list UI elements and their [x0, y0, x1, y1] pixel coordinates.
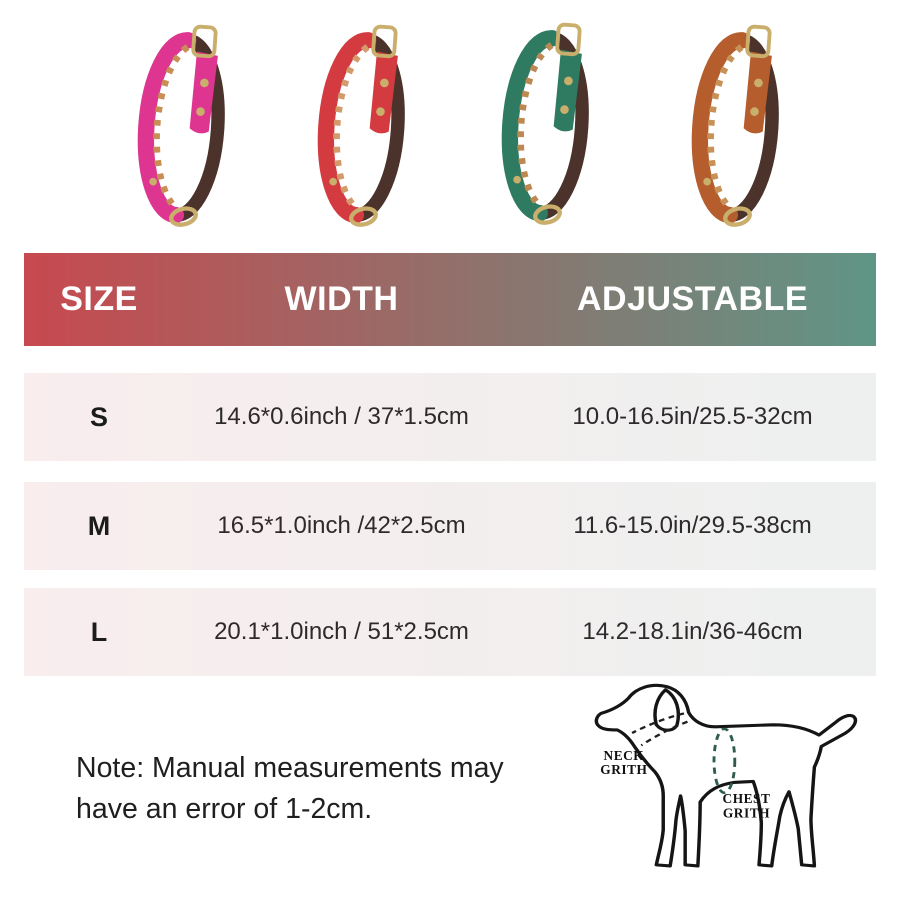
size-table-header: SIZE WIDTH ADJUSTABLE — [24, 253, 876, 346]
neck-girth-label-2: GRITH — [600, 762, 647, 777]
chest-girth-label: CHEST — [723, 791, 771, 806]
collar-braid-pattern — [153, 44, 190, 211]
collar-dring — [533, 204, 562, 225]
collar-image-brown — [691, 24, 779, 227]
neck-girth-label: NECK — [604, 748, 645, 763]
size-cell: L — [90, 616, 108, 647]
collar-stud-icon — [703, 177, 711, 186]
collar-braid-pattern — [517, 42, 554, 209]
dog-outline — [594, 683, 858, 868]
adjustable-cell: 14.2-18.1in/36-46cm — [582, 618, 803, 645]
note-line-2: have an error of 1-2cm. — [76, 793, 373, 825]
collar-stud-icon — [329, 177, 337, 186]
collar-braid-pattern — [333, 44, 370, 211]
collar-image-pink — [137, 24, 225, 227]
size-cell: S — [89, 401, 108, 432]
table-row-s: S 14.6*0.6inch / 37*1.5cm 10.0-16.5in/25… — [24, 373, 876, 461]
measurement-note: Note: Manual measurements may have an er… — [76, 748, 504, 830]
collar-stud-icon — [750, 107, 759, 116]
collar-buckle — [555, 22, 582, 57]
collar-stud-icon — [754, 78, 763, 88]
width-cell: 16.5*1.0inch /42*2.5cm — [217, 512, 466, 539]
collar-image-red — [317, 24, 405, 227]
collar-stud-icon — [380, 78, 389, 88]
collar-dring — [723, 206, 752, 227]
collar-image-green — [501, 22, 589, 225]
dog-outline-group — [594, 683, 858, 868]
note-line-1: Note: Manual measurements may — [76, 752, 504, 784]
collar-strap-front — [691, 32, 751, 224]
size-cell: M — [87, 510, 111, 541]
chest-girth-dashes — [712, 727, 737, 795]
collar-stud-icon — [196, 107, 205, 116]
neck-girth-dashes — [631, 712, 688, 747]
collar-stud-icon — [149, 177, 157, 186]
width-cell: 14.6*0.6inch / 37*1.5cm — [214, 403, 469, 430]
header-size: SIZE — [60, 280, 138, 318]
collar-buckle — [371, 24, 398, 59]
collar-braid-pattern — [707, 44, 744, 211]
collar-stud-icon — [200, 78, 209, 88]
width-cell: 20.1*1.0inch / 51*2.5cm — [214, 618, 469, 645]
adjustable-cell: 10.0-16.5in/25.5-32cm — [572, 403, 813, 430]
collar-strap-front — [501, 30, 561, 222]
collar-stud-icon — [564, 76, 573, 86]
collar-buckle — [745, 24, 772, 59]
header-adjustable: ADJUSTABLE — [576, 280, 809, 318]
collar-dring — [169, 206, 198, 227]
table-row-l: L 20.1*1.0inch / 51*2.5cm 14.2-18.1in/36… — [24, 588, 876, 676]
collar-stud-icon — [376, 107, 385, 116]
dog-measurement-diagram: NECK GRITH CHEST GRITH — [594, 683, 858, 868]
collar-strap-front — [137, 32, 197, 224]
collar-stud-icon — [513, 175, 521, 184]
collar-stud-icon — [560, 105, 569, 114]
collar-buckle — [191, 24, 218, 59]
collar-dring — [349, 206, 378, 227]
collar-strap-front — [317, 32, 377, 224]
adjustable-cell: 11.6-15.0in/29.5-38cm — [573, 512, 812, 539]
table-row-m: M 16.5*1.0inch /42*2.5cm 11.6-15.0in/29.… — [24, 482, 876, 570]
header-width: WIDTH — [284, 280, 399, 318]
chest-girth-label-2: GRITH — [723, 806, 770, 821]
